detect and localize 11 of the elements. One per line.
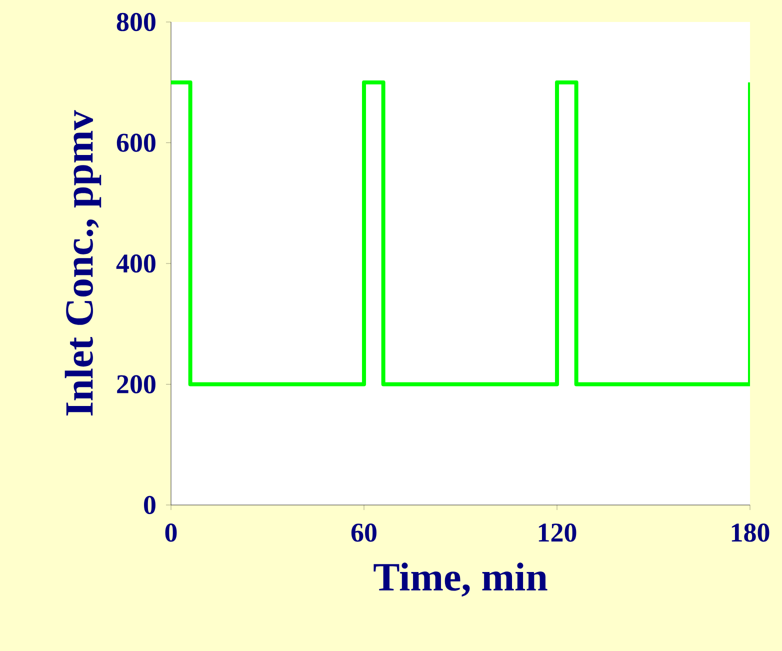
x-axis-title: Time, min: [374, 562, 548, 597]
x-tick-label: 120: [538, 524, 576, 542]
y-tick-label: 400: [116, 254, 156, 273]
y-tick-label: 0: [144, 496, 156, 514]
y-tick-label: 600: [116, 134, 156, 152]
x-tick-label: 0: [165, 524, 177, 542]
y-tick-label: 800: [116, 12, 156, 32]
x-tick-label: 180: [732, 524, 770, 542]
x-tick-label: 60: [351, 524, 376, 542]
y-tick-label: 200: [117, 375, 156, 394]
y-axis-title: Inlet Conc., ppmv: [64, 110, 102, 416]
